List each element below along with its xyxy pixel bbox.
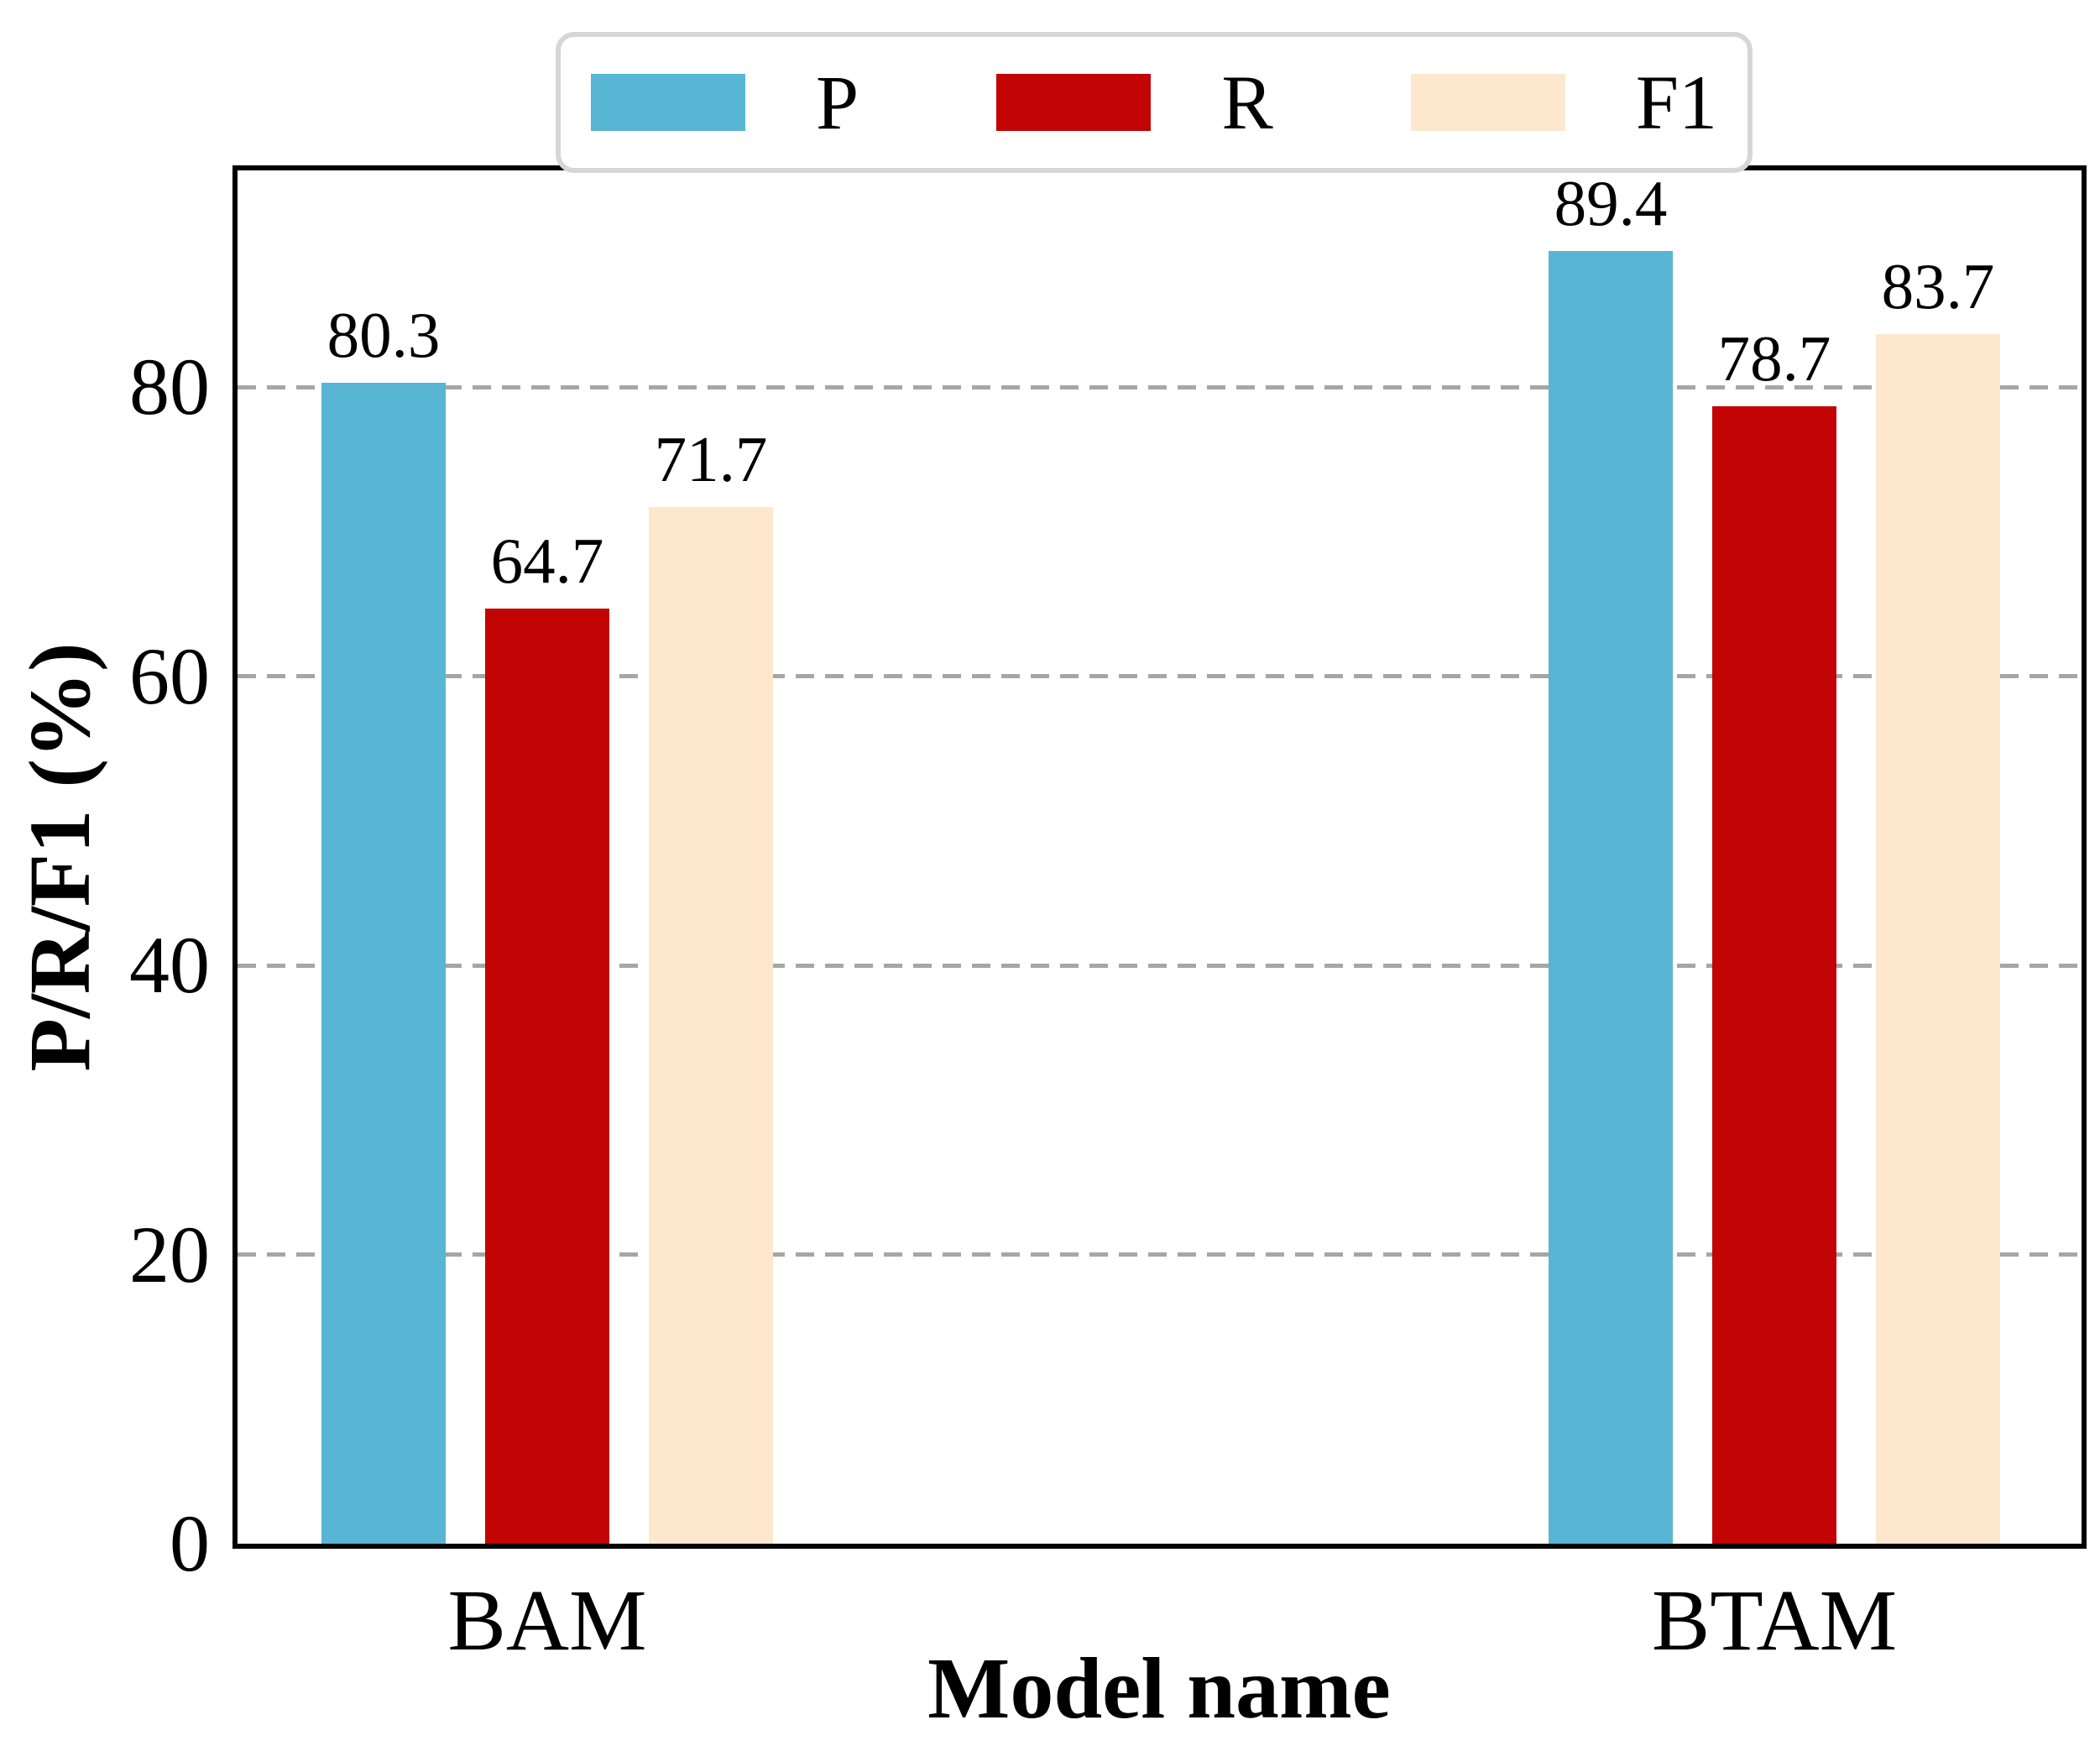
y-tick-label-20: 20 xyxy=(129,1210,210,1299)
gridline-y-40 xyxy=(238,964,2082,968)
gridline-y-80 xyxy=(238,385,2082,389)
y-tick-label-40: 40 xyxy=(129,920,210,1010)
bar-value-label-BTAM-F1: 83.7 xyxy=(1881,250,1995,323)
y-axis-title: P/R/F1 (%) xyxy=(12,642,108,1072)
bar-BTAM-F1 xyxy=(1876,334,2000,1544)
legend: P R F1 xyxy=(556,32,1753,173)
y-tick-label-80: 80 xyxy=(129,342,210,431)
x-tick-label-BAM: BAM xyxy=(447,1572,647,1669)
legend-item-P: P xyxy=(591,64,859,141)
legend-swatch-P xyxy=(591,74,745,131)
bar-value-label-BTAM-R: 78.7 xyxy=(1717,322,1831,395)
bar-value-label-BAM-F1: 71.7 xyxy=(654,423,768,496)
bar-BAM-F1 xyxy=(649,507,773,1544)
plot-area: 80.3 64.7 71.7 89.4 78.7 83.7 xyxy=(232,165,2087,1549)
bar-value-label-BTAM-P: 89.4 xyxy=(1554,167,1668,240)
bar-BTAM-R xyxy=(1712,406,1836,1544)
bar-BTAM-P xyxy=(1549,251,1673,1544)
x-tick-label-BTAM: BTAM xyxy=(1651,1572,1898,1669)
bar-value-label-BAM-R: 64.7 xyxy=(490,525,604,598)
bar-BAM-P xyxy=(321,383,446,1544)
legend-label-P: P xyxy=(816,60,859,145)
x-axis-title: Model name xyxy=(927,1640,1391,1737)
y-tick-label-0: 0 xyxy=(170,1498,210,1588)
legend-swatch-R xyxy=(996,74,1152,131)
legend-item-F1: F1 xyxy=(1410,60,1717,145)
bar-value-label-BAM-P: 80.3 xyxy=(326,299,441,372)
legend-swatch-F1 xyxy=(1410,74,1565,131)
legend-label-F1: F1 xyxy=(1635,60,1717,145)
gridline-y-20 xyxy=(238,1252,2082,1257)
bar-BAM-R xyxy=(485,609,609,1544)
legend-item-R: R xyxy=(996,60,1273,145)
legend-label-R: R xyxy=(1221,60,1273,145)
y-tick-label-60: 60 xyxy=(129,631,210,721)
gridline-y-60 xyxy=(238,674,2082,678)
